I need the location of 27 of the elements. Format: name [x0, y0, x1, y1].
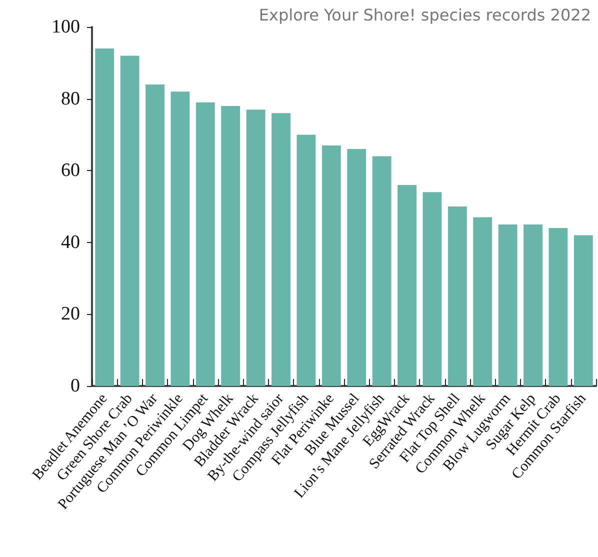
- bar: [574, 235, 593, 386]
- bar: [120, 56, 140, 386]
- bar: [473, 217, 492, 386]
- y-tick-label: 20: [61, 304, 80, 325]
- bar: [548, 228, 568, 386]
- bar: [95, 48, 114, 386]
- bar: [448, 206, 467, 386]
- bar: [498, 224, 518, 386]
- bar: [347, 149, 366, 386]
- bar: [146, 84, 164, 386]
- bar: [272, 113, 290, 386]
- bar: [296, 134, 316, 386]
- bar: [524, 224, 542, 386]
- bar: [170, 92, 190, 386]
- bar: [322, 145, 341, 386]
- y-tick-label: 100: [52, 16, 80, 38]
- y-tick-label: 60: [61, 160, 80, 182]
- y-tick-label: 0: [70, 376, 80, 396]
- bar: [221, 106, 240, 386]
- y-tick-label: 80: [61, 88, 80, 110]
- chart-title: Explore Your Shore! species records 2022: [258, 6, 592, 24]
- y-tick-label: 40: [61, 232, 80, 253]
- bar: [398, 184, 416, 386]
- bar: [246, 110, 266, 386]
- bar: [196, 102, 215, 386]
- bar: [372, 156, 392, 386]
- bar: [422, 192, 442, 386]
